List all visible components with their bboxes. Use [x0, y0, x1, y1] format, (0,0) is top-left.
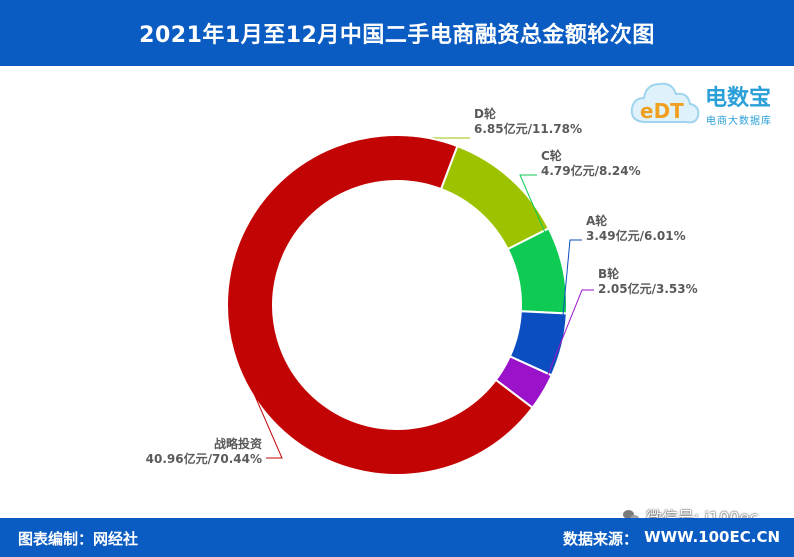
logo-text: 电数宝: [705, 86, 772, 111]
slice-value-1: 6.85亿元/11.78%: [474, 121, 582, 136]
leader-line-3: [559, 239, 582, 345]
slice-value-3: 3.49亿元/6.01%: [586, 228, 686, 243]
cloud-logo-icon: eDT: [630, 82, 700, 124]
leader-line-2: [519, 174, 562, 271]
slice-name-2: C轮: [541, 148, 563, 163]
leader-line-4: [540, 289, 594, 392]
slice-value-4: 2.05亿元/3.53%: [598, 281, 698, 296]
logo-mark: eDT: [640, 99, 684, 123]
slice-name-4: B轮: [598, 266, 620, 281]
leader-line-5: [235, 351, 283, 459]
logo-subtitle: 电商大数据库: [706, 116, 772, 127]
slice-5: [226, 134, 534, 476]
source-label: 数据来源：: [563, 530, 639, 548]
slice-name-5: 战略投资: [214, 436, 262, 451]
slice-name-1: D轮: [474, 106, 497, 121]
footer-bar: 图表编制：网经社 数据来源： WWW.100EC.CN: [0, 518, 794, 557]
donut-chart: D轮6.85亿元/11.78% C轮4.79亿元/8.24% A轮3.49亿元/6.…: [146, 106, 698, 476]
slice-value-2: 4.79亿元/8.24%: [541, 163, 641, 178]
slice-1: [439, 144, 551, 251]
footer-credit: 图表编制：网经社: [18, 530, 139, 548]
chart-title: 2021年1月至12月中国二手电商融资总金额轮次图: [0, 0, 794, 66]
footer-source: 数据来源： WWW.100EC.CN: [563, 528, 780, 549]
slice-value-5: 40.96亿元/70.44%: [146, 451, 262, 466]
slice-name-3: A轮: [586, 213, 608, 228]
source-site: WWW.100EC.CN: [644, 528, 780, 546]
